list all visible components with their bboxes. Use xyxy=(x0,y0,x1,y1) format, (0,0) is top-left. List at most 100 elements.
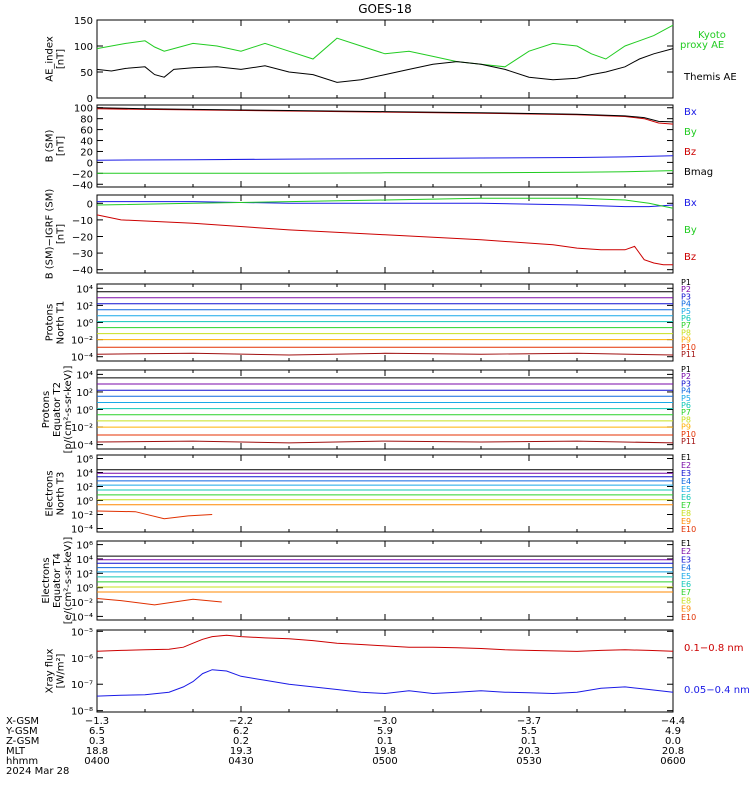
ytick-label-bsm: −40 xyxy=(72,180,93,191)
ytick-label-electrons_t4: 10⁻² xyxy=(71,598,93,609)
panel-frame-protons_t2 xyxy=(96,369,674,450)
panel-frame-electrons_t4 xyxy=(96,540,674,621)
footer-row-label: 2024 Mar 28 xyxy=(6,766,69,777)
footer-value: 6.5 xyxy=(89,726,105,737)
footer-value: 20.8 xyxy=(662,746,684,757)
legend-entry-electrons_t4: E9 xyxy=(681,605,691,614)
ytick-label-protons_t1: 10⁴ xyxy=(76,284,93,295)
ylabel-electrons_t3: Electrons xyxy=(45,470,56,516)
legend-entry-electrons_t3: E2 xyxy=(681,461,691,470)
legend-entry-electrons_t4: E3 xyxy=(681,555,691,564)
series-line-xray-0-1-0-8-nm xyxy=(96,634,674,652)
ytick-label-protons_t2: 10⁰ xyxy=(76,406,93,417)
legend-entry-protons_t1: P7 xyxy=(681,321,691,330)
ytick-label-protons_t1: 10⁻⁴ xyxy=(71,353,93,364)
legend-entry-protons_t1: P11 xyxy=(681,350,696,359)
footer-value: −1.3 xyxy=(85,716,109,727)
legend-entry-ae: Themis AE xyxy=(683,72,737,83)
footer-value: 19.8 xyxy=(374,746,396,757)
footer-value: 0600 xyxy=(660,756,685,767)
series-line-ae-kyoto-proxy-ae xyxy=(96,24,674,68)
series-line-bsm-by xyxy=(97,170,674,174)
ytick-label-electrons_t4: 10⁴ xyxy=(76,555,93,566)
legend-entry-protons_t1: P2 xyxy=(681,285,691,294)
ylabel-bdiff: [nT] xyxy=(56,224,67,244)
ytick-label-electrons_t3: 10² xyxy=(76,483,93,494)
legend-entry-protons_t2: P11 xyxy=(681,437,696,446)
ytick-label-protons_t1: 10⁻² xyxy=(71,336,93,347)
legend-entry-protons_t2: P3 xyxy=(681,379,691,388)
ytick-label-protons_t2: 10² xyxy=(76,388,93,399)
ylabel-electrons_t3: North T3 xyxy=(56,472,67,516)
ylabel-ae: AE_index xyxy=(45,36,56,82)
chart-title: GOES-18 xyxy=(358,2,412,16)
panel-frame-bdiff xyxy=(96,194,674,274)
legend-entry-protons_t1: P6 xyxy=(681,314,691,323)
legend-entry-electrons_t4: E6 xyxy=(681,580,691,589)
footer-value: 0.2 xyxy=(233,736,249,747)
ytick-label-electrons_t4: 10⁰ xyxy=(76,584,93,595)
series-line-protons_t1-p11 xyxy=(96,352,674,356)
footer-value: 0.1 xyxy=(377,736,393,747)
ytick-label-protons_t2: 10⁻⁴ xyxy=(71,441,93,452)
ytick-label-bsm: 100 xyxy=(74,104,93,115)
footer-value: 4.9 xyxy=(665,726,681,737)
legend-entry-electrons_t4: E2 xyxy=(681,547,691,556)
footer-value: 6.2 xyxy=(233,726,249,737)
legend-entry-protons_t2: P5 xyxy=(681,394,691,403)
legend-entry-protons_t2: P4 xyxy=(681,387,691,396)
ytick-label-bsm: −20 xyxy=(72,169,93,180)
legend-entry-electrons_t4: E5 xyxy=(681,572,691,581)
footer-value: 0530 xyxy=(516,756,541,767)
footer-row-label: Z-GSM xyxy=(6,736,39,747)
ytick-label-bdiff: −10 xyxy=(72,216,93,227)
legend-entry-electrons_t3: E8 xyxy=(681,509,691,518)
legend-entry-protons_t1: P4 xyxy=(681,300,691,309)
ytick-label-protons_t2: 10⁴ xyxy=(76,370,93,381)
footer-value: 5.9 xyxy=(377,726,393,737)
panel-frame-electrons_t3 xyxy=(96,454,674,533)
ytick-label-bdiff: −20 xyxy=(72,232,93,243)
legend-entry-electrons_t4: E1 xyxy=(681,539,691,548)
ytick-label-electrons_t4: 10⁶ xyxy=(76,541,93,552)
legend-entry-ae: proxy AE xyxy=(680,40,724,51)
ytick-label-electrons_t3: 10⁻² xyxy=(71,511,93,522)
footer-value: 0.0 xyxy=(665,736,681,747)
legend-entry-bsm: By xyxy=(684,127,697,138)
ylabel-electrons_t4: Equator T4 xyxy=(52,553,63,608)
panel-frame-protons_t1 xyxy=(96,283,674,362)
footer-value: 0430 xyxy=(228,756,253,767)
legend-entry-electrons_t4: E10 xyxy=(681,613,696,622)
legend-entry-bdiff: By xyxy=(684,225,697,236)
series-line-bdiff-by xyxy=(96,197,674,209)
ylabel-xray: Xray flux xyxy=(45,649,56,694)
panel-frame-ae xyxy=(96,19,674,99)
ytick-label-electrons_t3: 10⁻⁴ xyxy=(71,525,93,536)
ytick-label-xray: 10⁻⁷ xyxy=(71,680,93,691)
footer-value: 0.1 xyxy=(521,736,537,747)
legend-entry-protons_t1: P8 xyxy=(681,328,691,337)
footer-value: 19.3 xyxy=(230,746,252,757)
legend-entry-bdiff: Bz xyxy=(684,252,696,263)
legend-entry-electrons_t3: E3 xyxy=(681,469,691,478)
ylabel-bsm: B (SM) xyxy=(45,129,56,162)
legend-entry-bdiff: Bx xyxy=(684,198,697,209)
footer-value: 5.5 xyxy=(521,726,537,737)
series-line-protons_t2-p11 xyxy=(96,440,674,444)
ytick-label-bsm: 20 xyxy=(80,147,93,158)
ylabel-protons_t2: Equator T2 xyxy=(52,382,63,437)
footer-row-label: hhmm xyxy=(6,756,38,767)
ytick-label-ae: 100 xyxy=(74,42,93,53)
footer-value: 0.3 xyxy=(89,736,105,747)
footer-row-label: Y-GSM xyxy=(5,726,38,737)
ytick-label-protons_t1: 10² xyxy=(76,301,93,312)
legend-entry-electrons_t3: E10 xyxy=(681,525,696,534)
footer-value: 0500 xyxy=(372,756,397,767)
panel-frame-bsm xyxy=(96,104,674,188)
legend-entry-xray: 0.05−0.4 nm xyxy=(684,685,750,696)
series-line-xray-0-05-0-4-nm xyxy=(96,669,674,697)
legend-entry-protons_t1: P9 xyxy=(681,336,691,345)
legend-entry-electrons_t3: E9 xyxy=(681,517,691,526)
